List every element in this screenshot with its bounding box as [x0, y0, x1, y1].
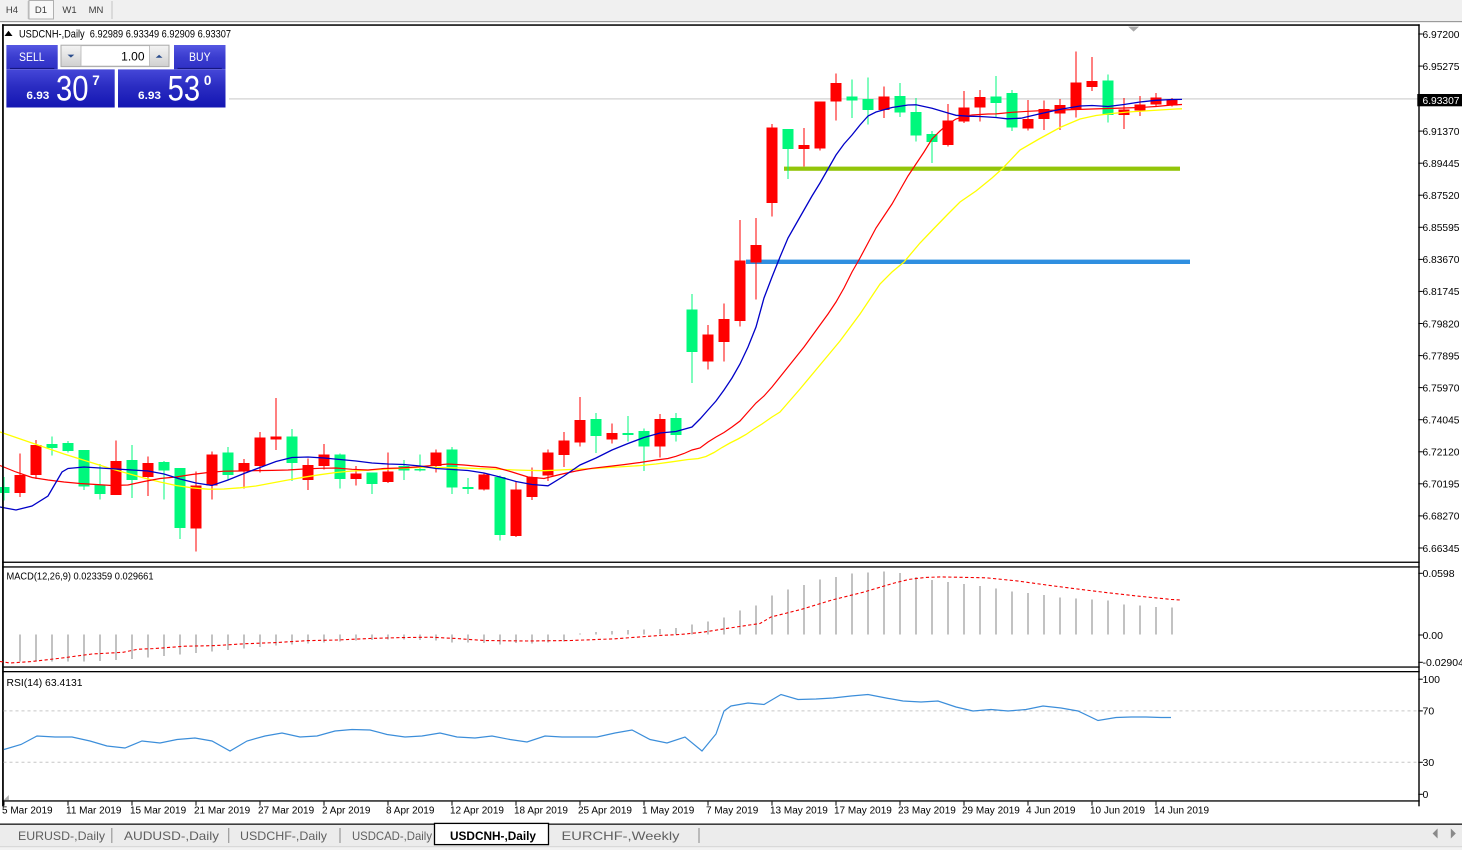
- svg-text:6.95275: 6.95275: [1423, 61, 1460, 73]
- svg-text:18 Apr 2019: 18 Apr 2019: [514, 805, 568, 816]
- svg-text:6.79820: 6.79820: [1423, 318, 1460, 330]
- svg-text:6.93307: 6.93307: [1423, 95, 1460, 107]
- svg-text:25 Apr 2019: 25 Apr 2019: [578, 805, 632, 816]
- svg-text:W1: W1: [62, 5, 76, 16]
- svg-text:6.70195: 6.70195: [1423, 479, 1460, 491]
- svg-text:6.89445: 6.89445: [1423, 158, 1460, 170]
- svg-text:6.85595: 6.85595: [1423, 222, 1460, 234]
- svg-text:USDCAD-,Daily: USDCAD-,Daily: [352, 829, 432, 843]
- svg-text:30: 30: [1423, 757, 1435, 769]
- svg-text:2 Apr 2019: 2 Apr 2019: [322, 805, 371, 816]
- svg-text:6.74045: 6.74045: [1423, 415, 1460, 427]
- svg-text:6.87520: 6.87520: [1423, 190, 1460, 202]
- svg-text:6.72120: 6.72120: [1423, 447, 1460, 459]
- svg-text:30: 30: [56, 70, 89, 109]
- svg-text:MACD(12,26,9) 0.023359 0.02966: MACD(12,26,9) 0.023359 0.029661: [7, 571, 154, 582]
- svg-text:15 Mar 2019: 15 Mar 2019: [130, 805, 187, 816]
- svg-text:1 May 2019: 1 May 2019: [642, 805, 695, 816]
- svg-text:MN: MN: [89, 5, 104, 16]
- svg-text:29 May 2019: 29 May 2019: [962, 805, 1020, 816]
- svg-text:14 Jun 2019: 14 Jun 2019: [1154, 805, 1209, 816]
- svg-text:6.97200: 6.97200: [1423, 29, 1460, 41]
- svg-text:H4: H4: [6, 5, 18, 16]
- svg-text:6.91370: 6.91370: [1423, 126, 1460, 138]
- svg-text:USDCHF-,Daily: USDCHF-,Daily: [240, 829, 327, 843]
- svg-text:53: 53: [168, 70, 201, 109]
- svg-text:100: 100: [1423, 674, 1441, 686]
- svg-text:10 Jun 2019: 10 Jun 2019: [1090, 805, 1145, 816]
- svg-text:8 Apr 2019: 8 Apr 2019: [386, 805, 435, 816]
- svg-text:RSI(14) 63.4131: RSI(14) 63.4131: [7, 678, 83, 689]
- svg-text:EURCHF-,Weekly: EURCHF-,Weekly: [562, 829, 680, 843]
- svg-text:6.93: 6.93: [26, 90, 49, 102]
- svg-text:4 Jun 2019: 4 Jun 2019: [1026, 805, 1076, 816]
- svg-text:6.75970: 6.75970: [1423, 382, 1460, 394]
- svg-text:6.77895: 6.77895: [1423, 350, 1460, 362]
- svg-text:27 Mar 2019: 27 Mar 2019: [258, 805, 315, 816]
- svg-text:D1: D1: [35, 5, 47, 16]
- svg-text:-0.029049: -0.029049: [1423, 657, 1462, 669]
- svg-text:70: 70: [1423, 706, 1435, 718]
- svg-text:USDCNH-,Daily: USDCNH-,Daily: [450, 831, 537, 843]
- svg-text:0.0598: 0.0598: [1423, 568, 1455, 580]
- svg-text:7: 7: [92, 73, 100, 88]
- svg-text:23 May 2019: 23 May 2019: [898, 805, 956, 816]
- svg-text:BUY: BUY: [189, 52, 211, 64]
- svg-text:6.83670: 6.83670: [1423, 254, 1460, 266]
- svg-text:5 Mar 2019: 5 Mar 2019: [2, 805, 53, 816]
- svg-text:0: 0: [1423, 789, 1429, 801]
- svg-text:0.00: 0.00: [1423, 630, 1444, 642]
- svg-text:17 May 2019: 17 May 2019: [834, 805, 892, 816]
- svg-text:6.68270: 6.68270: [1423, 511, 1460, 523]
- svg-text:13 May 2019: 13 May 2019: [770, 805, 828, 816]
- svg-text:1.00: 1.00: [121, 49, 145, 63]
- svg-text:6.81745: 6.81745: [1423, 286, 1460, 298]
- svg-text:7 May 2019: 7 May 2019: [706, 805, 759, 816]
- svg-text:SELL: SELL: [19, 52, 45, 64]
- svg-text:AUDUSD-,Daily: AUDUSD-,Daily: [124, 829, 219, 843]
- svg-text:21 Mar 2019: 21 Mar 2019: [194, 805, 251, 816]
- svg-text:12 Apr 2019: 12 Apr 2019: [450, 805, 504, 816]
- svg-text:EURUSD-,Daily: EURUSD-,Daily: [18, 829, 105, 843]
- svg-text:6.93: 6.93: [138, 90, 161, 102]
- svg-text:11 Mar 2019: 11 Mar 2019: [66, 805, 122, 816]
- svg-text:0: 0: [204, 73, 212, 88]
- svg-text:USDCNH-,Daily 6.92989 6.93349: USDCNH-,Daily 6.92989 6.93349 6.92909 6.…: [19, 29, 231, 41]
- svg-text:6.66345: 6.66345: [1423, 543, 1460, 555]
